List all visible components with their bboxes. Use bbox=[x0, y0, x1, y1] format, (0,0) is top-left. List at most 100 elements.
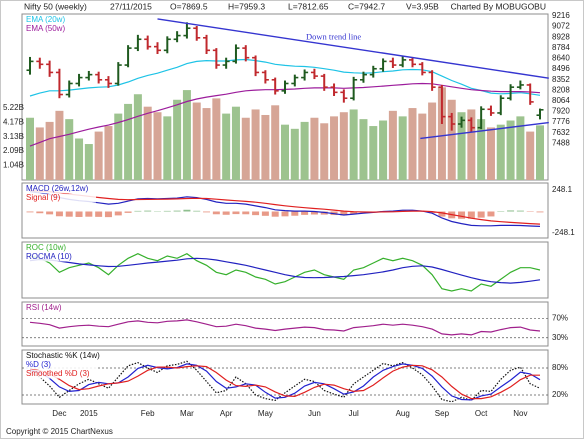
y-tick-label: 20% bbox=[552, 390, 568, 399]
histogram-bar bbox=[223, 211, 230, 214]
histogram-bar bbox=[36, 211, 43, 213]
x-tick-label: 2015 bbox=[80, 409, 98, 418]
volume-bar bbox=[55, 111, 63, 180]
quote-close: C=7942.7 bbox=[348, 1, 385, 11]
volume-bar bbox=[487, 127, 495, 180]
volume-bar bbox=[144, 107, 152, 180]
trend-line-label: Down trend line bbox=[306, 32, 361, 42]
volume-bar bbox=[310, 118, 318, 180]
y-tick-label: 7920 bbox=[552, 107, 570, 116]
volume-bar bbox=[281, 125, 289, 180]
y-tick-label: 30% bbox=[552, 333, 568, 342]
volume-bar bbox=[36, 127, 44, 180]
histogram-bar bbox=[517, 211, 524, 212]
legend-entry: ROCMA (10) bbox=[26, 252, 72, 261]
volume-bar bbox=[448, 100, 456, 180]
y2-tick-label: 1.04B bbox=[3, 161, 24, 170]
volume-bar bbox=[409, 108, 417, 180]
histogram-bar bbox=[193, 211, 200, 212]
histogram-bar bbox=[46, 211, 53, 214]
legend-entry: Smoothed %D (3) bbox=[26, 369, 90, 378]
credit: Charted By MOBUGOBU bbox=[451, 1, 546, 11]
volume-bar bbox=[242, 118, 250, 180]
histogram-bar bbox=[487, 211, 494, 216]
x-tick-label: Mar bbox=[180, 409, 194, 418]
volume-bar bbox=[173, 100, 181, 180]
histogram-bar bbox=[232, 211, 239, 214]
histogram-bar bbox=[301, 211, 308, 214]
x-tick-label: Jul bbox=[349, 409, 359, 418]
volume-bar bbox=[193, 103, 201, 180]
histogram-bar bbox=[144, 211, 151, 212]
histogram-bar bbox=[27, 211, 34, 212]
y-tick-label: 8496 bbox=[552, 64, 570, 73]
histogram-bar bbox=[458, 211, 465, 218]
quote-high: H=7959.3 bbox=[228, 1, 265, 11]
y-tick-label: 248.1 bbox=[552, 185, 573, 194]
legend-entry: Stochastic %K (14w) bbox=[26, 351, 100, 360]
x-tick-label: Dec bbox=[52, 409, 66, 418]
volume-bar bbox=[350, 109, 358, 180]
x-tick-label: Feb bbox=[141, 409, 155, 418]
volume-bar bbox=[320, 123, 328, 180]
y-tick-label: 7488 bbox=[552, 138, 570, 147]
volume-bar bbox=[26, 118, 34, 180]
histogram-bar bbox=[174, 211, 181, 212]
legend-entry: MACD (26w,12w) bbox=[26, 184, 89, 193]
histogram-bar bbox=[242, 211, 249, 214]
histogram-bar bbox=[85, 211, 92, 216]
date: 27/11/2015 bbox=[110, 1, 152, 11]
volume-bar bbox=[369, 126, 377, 180]
histogram-bar bbox=[291, 211, 298, 215]
volume-bar bbox=[536, 125, 544, 180]
y-tick-label: 9072 bbox=[552, 22, 570, 31]
volume-bar bbox=[65, 119, 73, 180]
legend-entry: EMA (50w) bbox=[26, 24, 65, 33]
y-tick-label: 70% bbox=[552, 314, 568, 323]
y-tick-label: 8640 bbox=[552, 54, 570, 63]
legend-entry: %D (3) bbox=[26, 360, 51, 369]
volume-bar bbox=[389, 111, 397, 180]
y-tick-label: 8928 bbox=[552, 32, 570, 41]
volume-bar bbox=[428, 103, 436, 180]
histogram-bar bbox=[66, 211, 73, 216]
volume-bar bbox=[261, 115, 269, 180]
quote-low: L=7812.65 bbox=[288, 1, 329, 11]
histogram-bar bbox=[272, 211, 279, 216]
histogram-bar bbox=[115, 211, 122, 215]
histogram-bar bbox=[164, 211, 171, 212]
x-tick-label: Nov bbox=[513, 409, 527, 418]
volume-bar bbox=[507, 121, 515, 180]
quote-volume: V=3.95B bbox=[406, 1, 439, 11]
volume-bar bbox=[399, 116, 407, 180]
x-tick-label: Jun bbox=[308, 409, 321, 418]
x-tick-label: Aug bbox=[396, 409, 410, 418]
y2-tick-label: 2.09B bbox=[3, 146, 24, 155]
x-tick-label: Apr bbox=[220, 409, 233, 418]
histogram-bar bbox=[478, 211, 485, 217]
volume-bar bbox=[526, 132, 534, 180]
histogram-bar bbox=[537, 211, 544, 212]
histogram-bar bbox=[507, 210, 514, 211]
volume-bar bbox=[301, 122, 309, 180]
volume-bar bbox=[104, 126, 112, 180]
chart-title: Nifty 50 (weekly) bbox=[24, 1, 87, 11]
panel bbox=[22, 302, 548, 346]
volume-bar bbox=[340, 112, 348, 180]
volume-bar bbox=[154, 112, 162, 180]
x-tick-label: Oct bbox=[475, 409, 488, 418]
histogram-bar bbox=[105, 211, 112, 217]
y-tick-label: 8064 bbox=[552, 96, 570, 105]
y2-tick-label: 5.22B bbox=[3, 103, 24, 112]
quote-open: O=7869.5 bbox=[170, 1, 208, 11]
volume-bar bbox=[418, 114, 426, 180]
histogram-bar bbox=[95, 211, 102, 216]
volume-bar bbox=[163, 116, 171, 180]
y-tick-label: 80% bbox=[552, 363, 568, 372]
histogram-bar bbox=[213, 211, 220, 214]
y-tick-label: -248.1 bbox=[552, 228, 575, 237]
volume-bar bbox=[95, 132, 103, 180]
histogram-bar bbox=[56, 211, 63, 216]
